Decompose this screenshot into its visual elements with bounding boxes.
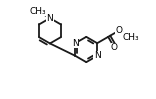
Text: CH₃: CH₃ — [30, 7, 46, 16]
Text: N: N — [94, 51, 101, 60]
Text: O: O — [111, 43, 118, 52]
Text: CH₃: CH₃ — [123, 33, 139, 42]
Text: O: O — [116, 26, 123, 35]
Text: N: N — [47, 14, 53, 23]
Text: N: N — [72, 39, 79, 48]
